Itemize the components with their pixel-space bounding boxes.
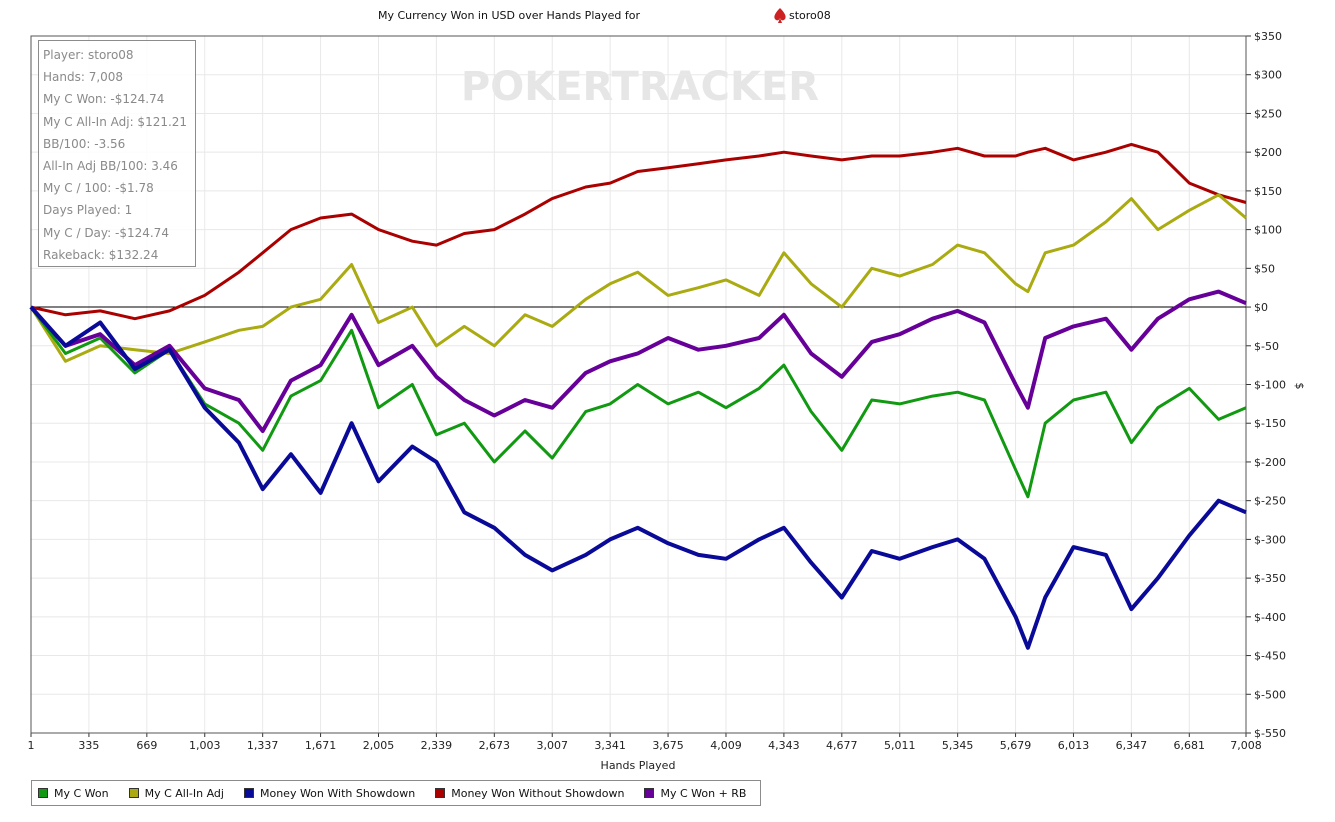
legend-item: My C Won: [38, 787, 109, 800]
series-line-4: [29, 289, 1247, 433]
series-line-2: [29, 305, 1247, 650]
x-tick-label: 7,008: [1230, 739, 1262, 752]
x-tick-label: 1,337: [247, 739, 279, 752]
y-tick-label: $50: [1254, 262, 1275, 275]
plot-frame: [30, 35, 1247, 734]
x-tick-label: 2,005: [363, 739, 395, 752]
chart-title: My Currency Won in USD over Hands Played…: [378, 9, 641, 22]
legend-item: My C All-In Adj: [128, 786, 224, 800]
spade-icon: [774, 8, 786, 23]
x-tick-label: 3,341: [594, 739, 626, 752]
legend-swatch: [435, 788, 446, 798]
legend-label: My C Won: [54, 786, 109, 800]
stat-hands: Hands: 7,008: [43, 70, 124, 85]
legend-swatch: [644, 788, 655, 798]
y-tick-label: $-450: [1254, 650, 1286, 663]
y-tick-label: $-100: [1254, 379, 1286, 392]
x-tick-label: 4,343: [768, 739, 800, 752]
y-tick-label: $100: [1254, 224, 1282, 237]
y-tick-label: $-350: [1254, 572, 1286, 585]
x-tick-label: 3,675: [652, 739, 684, 752]
stat-allin-bb100: All-In Adj BB/100: 3.46: [43, 159, 178, 174]
legend-swatch: [243, 788, 254, 798]
stat-c100: My C / 100: -$1.78: [43, 181, 154, 196]
legend-item: My C Won + RB: [644, 787, 746, 800]
legend-swatch: [38, 788, 48, 798]
x-tick-label: 1: [28, 739, 35, 752]
chart-title-player: storo08: [789, 9, 831, 22]
stat-cday: My C / Day: -$124.74: [43, 225, 169, 240]
y-tick-label: $0: [1254, 301, 1268, 314]
y-tick-label: $-400: [1254, 611, 1286, 624]
y-tick-label: $150: [1254, 185, 1282, 198]
y-tick-label: $300: [1254, 69, 1282, 82]
stat-days: Days Played: 1: [43, 203, 133, 218]
legend-label: Money Won With Showdown: [259, 786, 416, 800]
y-tick-label: $250: [1254, 107, 1282, 120]
x-tick-label: 335: [78, 739, 99, 752]
x-tick-label: 1,003: [189, 739, 221, 752]
x-tick-label: 2,673: [479, 739, 511, 752]
stat-allin-adj: My C All-In Adj: $121.21: [43, 114, 188, 129]
x-tick-label: 6,681: [1174, 739, 1206, 752]
x-tick-label: 6,347: [1116, 739, 1148, 752]
y-tick-label: $-550: [1254, 727, 1286, 740]
stat-bb100: BB/100: -3.56: [43, 136, 126, 151]
y-tick-label: $-500: [1254, 688, 1286, 701]
y-tick-label: $-300: [1254, 533, 1286, 546]
y-tick-label: $-200: [1254, 456, 1286, 469]
legend-swatch: [128, 788, 139, 798]
legend-label: My C Won + RB: [660, 786, 747, 800]
series-line-1: [29, 193, 1247, 363]
series-line-0: [29, 306, 1247, 499]
y-tick-label: $-250: [1254, 495, 1286, 508]
legend-label: Money Won Without Showdown: [451, 786, 625, 800]
legend-item: Money Won With Showdown: [243, 786, 416, 800]
watermark: POKERTRACKER: [461, 64, 819, 110]
legend-item: Money Won Without Showdown: [435, 787, 624, 800]
y-tick-label: $350: [1254, 30, 1282, 43]
stat-won: My C Won: -$124.74: [43, 92, 165, 107]
y-tick-label: $200: [1254, 146, 1282, 159]
x-tick-label: 4,009: [710, 739, 742, 752]
series-line-3: [30, 142, 1247, 321]
x-tick-label: 5,011: [884, 739, 916, 752]
x-tick-label: 1,671: [305, 739, 337, 752]
x-tick-label: 2,339: [421, 739, 453, 752]
y-tick-label: $-150: [1254, 417, 1286, 430]
x-tick-label: 5,345: [942, 739, 974, 752]
stat-rakeback: Rakeback: $132.24: [43, 247, 159, 262]
legend-label: My C All-In Adj: [144, 786, 224, 800]
stats-box: Player: storo08 Hands: 7,008 My C Won: -…: [38, 40, 196, 267]
x-tick-label: 6,013: [1058, 739, 1090, 752]
x-tick-label: 5,679: [1000, 739, 1032, 752]
x-tick-label: 4,677: [826, 739, 858, 752]
stat-player: Player: storo08: [43, 48, 134, 62]
y-tick-label: $-50: [1254, 340, 1279, 353]
y-axis-label: $: [1293, 383, 1306, 390]
x-tick-label: 669: [136, 739, 157, 752]
x-axis-label: Hands Played: [601, 759, 676, 772]
legend: My C Won My C All-In Adj Money Won With Sh…: [31, 780, 761, 806]
x-tick-label: 3,007: [536, 739, 568, 752]
